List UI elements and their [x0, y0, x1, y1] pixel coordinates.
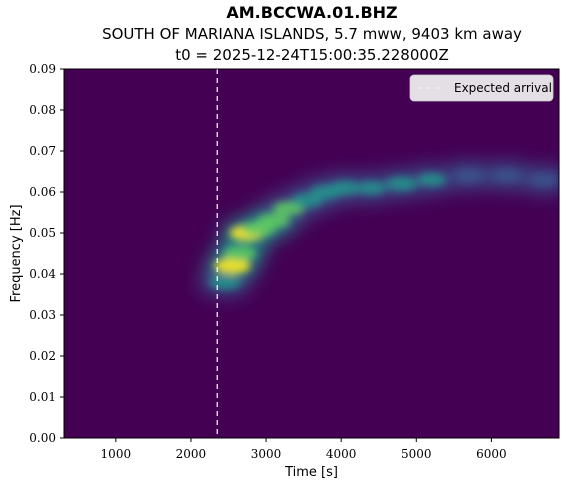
x-tick-label: 2000 — [176, 447, 207, 461]
y-tick-label: 0.06 — [29, 185, 56, 199]
x-tick-label: 3000 — [251, 447, 282, 461]
y-tick-label: 0.08 — [29, 103, 56, 117]
ridge-point — [492, 169, 521, 182]
ridge-point — [454, 169, 483, 182]
ridge-point — [209, 275, 241, 289]
y-tick-label: 0.02 — [29, 349, 56, 363]
chart-title: AM.BCCWA.01.BHZ — [226, 3, 398, 22]
y-tick-label: 0.00 — [29, 431, 56, 445]
ridge-point — [257, 213, 290, 228]
y-tick-label: 0.07 — [29, 144, 56, 158]
ridge-point — [329, 181, 361, 195]
ridge-core — [209, 169, 558, 289]
plot-frame — [63, 68, 560, 439]
event-subtitle: SOUTH OF MARIANA ISLANDS, 5.7 mww, 9403 … — [102, 25, 522, 43]
x-axis-label: Time [s] — [284, 465, 338, 480]
y-tick-label: 0.03 — [29, 308, 56, 322]
x-tick-label: 5000 — [401, 447, 432, 461]
ridge-point — [223, 246, 256, 261]
plot-background — [64, 69, 559, 438]
plot-area — [64, 69, 559, 438]
y-tick-label: 0.01 — [29, 390, 56, 404]
x-axis: 1000 2000 3000 4000 5000 6000 — [101, 438, 507, 461]
x-tick-label: 1000 — [101, 447, 132, 461]
ridge-point — [530, 173, 558, 186]
y-tick-label: 0.05 — [29, 226, 56, 240]
y-tick-label: 0.04 — [29, 267, 56, 281]
title-block: AM.BCCWA.01.BHZ SOUTH OF MARIANA ISLANDS… — [0, 2, 573, 66]
y-tick-label: 0.09 — [29, 62, 56, 76]
ridge-point — [356, 181, 386, 195]
ridge-point — [416, 173, 447, 187]
x-tick-label: 6000 — [476, 447, 507, 461]
x-tick-label: 4000 — [326, 447, 357, 461]
legend-box — [409, 74, 554, 102]
legend: Expected arrival — [409, 74, 554, 102]
y-axis-label: Frequency [Hz] — [9, 204, 24, 302]
origin-time-subtitle: t0 = 2025-12-24T15:00:35.228000Z — [175, 46, 449, 64]
ridge-point — [214, 257, 251, 274]
y-axis: 0.00 0.01 0.02 0.03 0.04 0.05 0.06 0.07 0.08 0.09 — [29, 62, 64, 445]
ridge-point — [385, 177, 417, 191]
legend-label: Expected arrival — [454, 81, 552, 95]
